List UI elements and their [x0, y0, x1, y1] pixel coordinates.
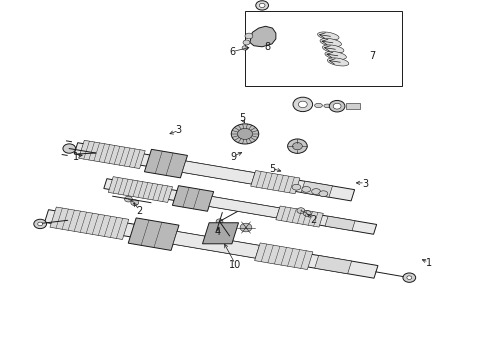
Circle shape	[63, 144, 75, 153]
Text: 5: 5	[240, 113, 245, 123]
Text: 3: 3	[176, 125, 182, 135]
Polygon shape	[209, 197, 279, 218]
Text: 5: 5	[269, 164, 275, 174]
Ellipse shape	[325, 51, 346, 59]
Polygon shape	[325, 216, 355, 231]
Bar	[346, 103, 360, 109]
Ellipse shape	[318, 32, 339, 40]
Circle shape	[297, 208, 305, 213]
Polygon shape	[172, 186, 214, 211]
Ellipse shape	[320, 39, 342, 46]
Text: 10: 10	[229, 260, 241, 270]
Text: 2: 2	[137, 206, 143, 216]
Text: 8: 8	[264, 42, 270, 52]
Text: 7: 7	[369, 51, 375, 61]
Ellipse shape	[327, 58, 349, 66]
Circle shape	[216, 219, 223, 224]
Circle shape	[124, 196, 132, 202]
Circle shape	[245, 33, 253, 39]
Circle shape	[243, 40, 250, 45]
Polygon shape	[276, 206, 323, 227]
Ellipse shape	[322, 45, 344, 53]
Polygon shape	[108, 177, 172, 202]
Ellipse shape	[324, 104, 331, 108]
Ellipse shape	[312, 189, 320, 194]
Circle shape	[238, 129, 252, 139]
Polygon shape	[250, 26, 276, 47]
Text: 2: 2	[311, 215, 317, 225]
Circle shape	[329, 100, 345, 112]
Circle shape	[256, 1, 269, 10]
Text: 1: 1	[426, 258, 432, 268]
Circle shape	[298, 101, 307, 108]
Polygon shape	[301, 181, 333, 197]
Polygon shape	[79, 140, 145, 168]
Bar	[245, 11, 402, 86]
Circle shape	[259, 3, 265, 8]
Polygon shape	[315, 256, 352, 274]
Ellipse shape	[319, 191, 328, 197]
Polygon shape	[251, 171, 300, 194]
Text: 3: 3	[362, 179, 368, 189]
Polygon shape	[173, 231, 259, 258]
Text: 4: 4	[215, 227, 221, 237]
Circle shape	[333, 103, 341, 109]
Ellipse shape	[315, 103, 322, 108]
Circle shape	[303, 211, 311, 216]
Circle shape	[293, 143, 302, 150]
Polygon shape	[202, 223, 239, 244]
Polygon shape	[45, 210, 378, 278]
Polygon shape	[104, 179, 377, 234]
Circle shape	[38, 222, 43, 226]
Text: 6: 6	[230, 47, 236, 57]
Circle shape	[34, 219, 47, 229]
Circle shape	[242, 46, 248, 50]
Ellipse shape	[302, 186, 311, 192]
Circle shape	[293, 97, 313, 112]
Polygon shape	[74, 143, 355, 201]
Polygon shape	[50, 207, 129, 239]
Circle shape	[131, 200, 139, 206]
Circle shape	[403, 273, 416, 282]
Ellipse shape	[292, 184, 301, 190]
Circle shape	[288, 139, 307, 153]
Polygon shape	[128, 218, 179, 251]
Polygon shape	[182, 161, 255, 184]
Polygon shape	[255, 243, 313, 270]
Circle shape	[231, 124, 259, 144]
Polygon shape	[145, 149, 188, 178]
Circle shape	[407, 276, 412, 279]
Text: 1: 1	[73, 152, 79, 162]
Text: 9: 9	[231, 152, 237, 162]
Circle shape	[240, 223, 252, 232]
